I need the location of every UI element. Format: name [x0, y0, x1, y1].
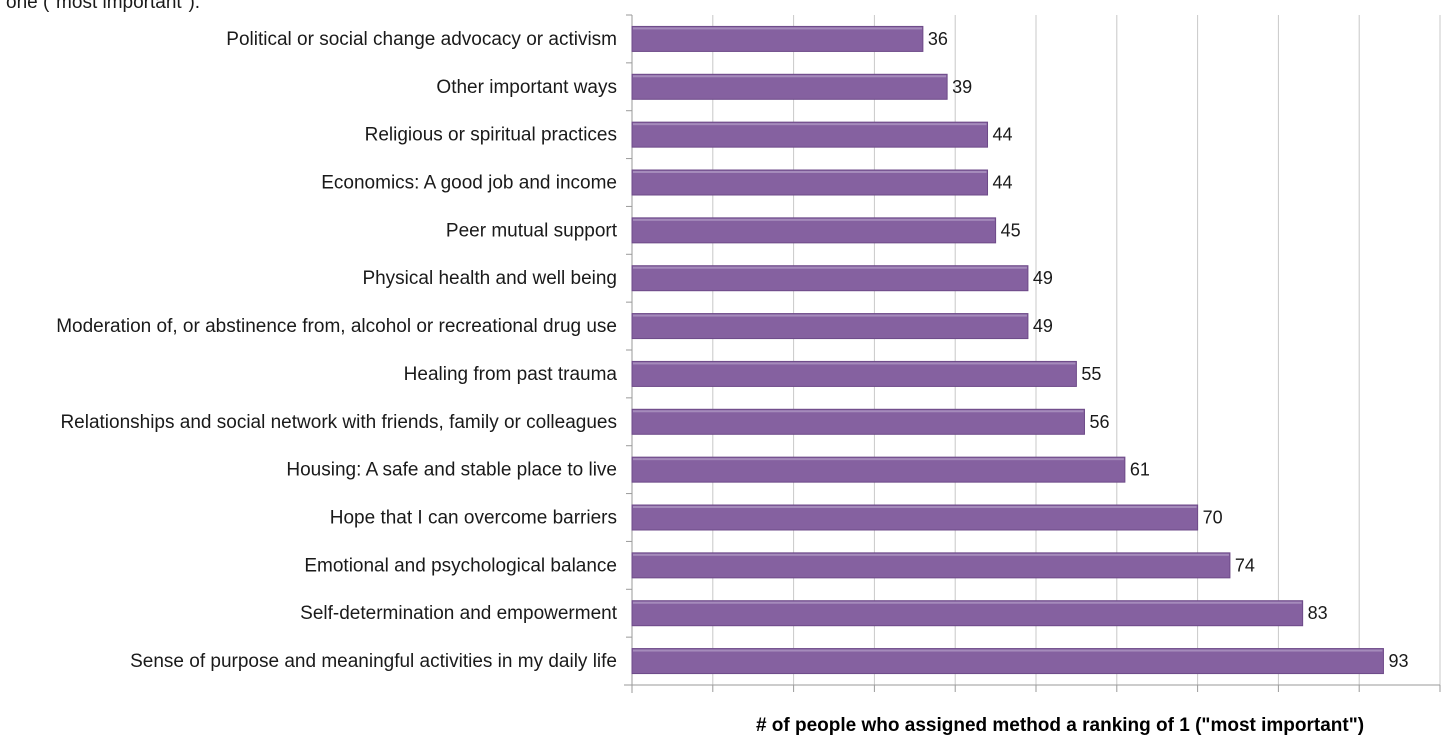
bar: [631, 217, 997, 244]
axes: [624, 14, 1441, 693]
top-text-fragment: one ("most important").: [6, 0, 200, 13]
category-label: Moderation of, or abstinence from, alcoh…: [56, 316, 617, 337]
bar-highlight: [633, 553, 1229, 556]
category-label: Sense of purpose and meaningful activiti…: [130, 651, 617, 672]
data-label: 61: [1130, 460, 1150, 480]
bar-highlight: [633, 601, 1302, 604]
category-label: Peer mutual support: [446, 220, 618, 241]
bar: [631, 408, 1085, 435]
bar-highlight: [633, 75, 947, 78]
data-label: 70: [1203, 508, 1223, 528]
data-label: 55: [1081, 364, 1101, 384]
data-label: 83: [1308, 603, 1328, 623]
bar: [631, 313, 1029, 340]
bar: [631, 73, 948, 100]
bar-highlight: [633, 506, 1197, 508]
category-label: Relationships and social network with fr…: [60, 412, 617, 433]
bar-highlight: [633, 266, 1027, 269]
category-label: Religious or spiritual practices: [365, 125, 617, 146]
category-label: Other important ways: [436, 77, 617, 98]
bar-highlight: [633, 362, 1076, 365]
grid-lines: [712, 15, 1441, 685]
bar-highlight: [633, 458, 1124, 461]
data-label: 45: [1001, 220, 1021, 240]
bar-highlight: [633, 410, 1084, 413]
bar: [631, 169, 989, 196]
data-label: 36: [928, 29, 948, 49]
bar: [631, 648, 1384, 675]
bar: [631, 360, 1077, 387]
data-label: 49: [1033, 316, 1053, 336]
bar-highlight: [633, 171, 987, 173]
bar: [631, 456, 1126, 483]
data-label: 74: [1235, 555, 1255, 575]
bar: [631, 25, 924, 52]
bar-highlight: [633, 218, 995, 221]
category-label: Healing from past trauma: [404, 364, 618, 385]
data-label: 39: [952, 77, 972, 97]
bar: [631, 504, 1199, 531]
value-labels: 36 39 44 44 45 49 49 55 56 61 70 74 83 93: [928, 29, 1409, 671]
category-label: Self-determination and empowerment: [300, 603, 618, 624]
category-label: Housing: A safe and stable place to live: [286, 460, 617, 481]
category-label: Economics: A good job and income: [321, 173, 617, 194]
category-label: Physical health and well being: [362, 268, 617, 289]
data-label: 44: [993, 173, 1013, 193]
bar: [631, 121, 989, 148]
bars: [631, 25, 1384, 675]
category-label: Hope that I can overcome barriers: [330, 508, 617, 529]
bar: [631, 265, 1029, 292]
bar-highlight: [633, 314, 1027, 317]
x-axis-title: # of people who assigned method a rankin…: [756, 715, 1364, 736]
bar-highlight: [633, 27, 922, 30]
data-label: 56: [1089, 412, 1109, 432]
category-label: Emotional and psychological balance: [304, 555, 617, 576]
data-label: 49: [1033, 268, 1053, 288]
bar: [631, 552, 1231, 579]
bar-highlight: [633, 649, 1383, 652]
data-label: 44: [993, 125, 1013, 145]
category-label: Political or social change advocacy or a…: [226, 29, 617, 50]
bar: [631, 600, 1304, 627]
category-labels: Political or social change advocacy or a…: [56, 29, 618, 672]
data-label: 93: [1388, 651, 1408, 671]
bar-highlight: [633, 123, 987, 126]
